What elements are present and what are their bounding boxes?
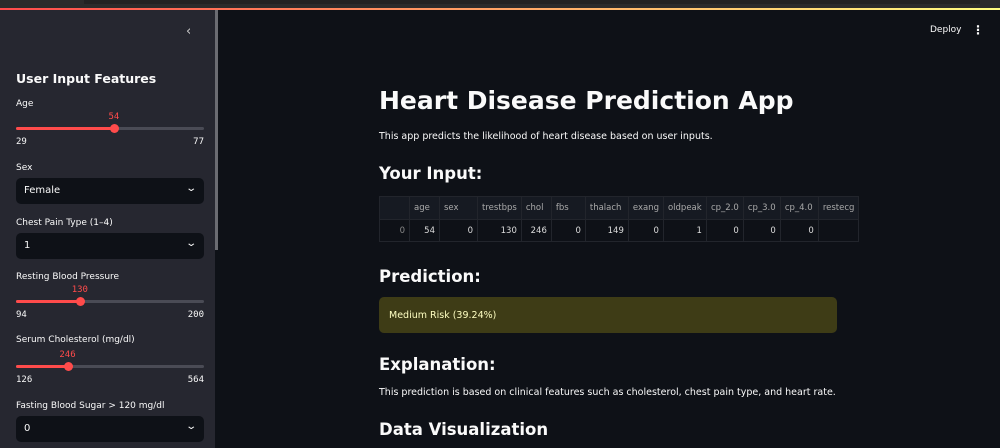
column-header[interactable]: sex (439, 196, 478, 220)
slider-thumb[interactable] (75, 297, 85, 306)
bp-label: Resting Blood Pressure (16, 272, 120, 282)
table-cell[interactable]: 0 (439, 219, 478, 242)
column-header[interactable]: age (409, 196, 440, 220)
column-header[interactable]: cp_4.0 (780, 196, 819, 220)
sex-value: Female (24, 185, 61, 196)
browser-chrome (0, 0, 1000, 8)
column-header[interactable] (379, 196, 410, 220)
prediction-heading: Prediction: (379, 267, 481, 286)
table-row: 0 54 0 130 246 0 149 0 1 0 0 0 (379, 219, 860, 242)
subtitle: This app predicts the likelihood of hear… (379, 131, 713, 142)
slider-thumb[interactable] (63, 362, 73, 371)
page-title: Heart Disease Prediction App (379, 86, 794, 115)
explanation-text: This prediction is based on clinical fea… (379, 387, 836, 398)
chest-pain-select[interactable]: 1 ⌄ (16, 233, 204, 259)
table-cell[interactable] (818, 219, 860, 242)
sidebar-scrollbar[interactable] (215, 10, 218, 250)
table-cell[interactable]: 0 (551, 219, 586, 242)
slider-max: 564 (187, 375, 204, 385)
explanation-heading: Explanation: (379, 355, 496, 374)
collapse-sidebar-chevron-left-icon[interactable]: ‹ (186, 24, 192, 39)
viz-heading: Data Visualization (379, 420, 549, 439)
column-header[interactable]: cp_3.0 (743, 196, 781, 220)
column-header[interactable]: cp_2.0 (706, 196, 744, 220)
column-header[interactable]: oldpeak (663, 196, 707, 220)
column-header[interactable]: trestbps (477, 196, 522, 220)
main-menu-kebab-icon[interactable]: ⋮ (972, 23, 984, 37)
fbs-label: Fasting Blood Sugar > 120 mg/dl (16, 401, 165, 411)
chol-label: Serum Cholesterol (mg/dl) (16, 335, 135, 345)
slider-max: 77 (193, 137, 204, 147)
slider-value: 246 (59, 350, 76, 360)
slider-fill (16, 127, 114, 130)
column-header[interactable]: restecg (818, 196, 860, 220)
header-decoration (0, 8, 1000, 10)
table-cell[interactable]: 246 (521, 219, 552, 242)
age-slider[interactable]: 54 29 77 (16, 112, 204, 147)
chest-pain-value: 1 (24, 240, 31, 251)
column-header[interactable]: exang (628, 196, 664, 220)
slider-thumb[interactable] (109, 124, 119, 133)
table-cell[interactable]: 0 (379, 219, 410, 242)
fbs-select[interactable]: 0 ⌄ (16, 416, 204, 442)
input-heading: Your Input: (379, 164, 483, 183)
table-cell[interactable]: 0 (743, 219, 781, 242)
chevron-down-icon: ⌄ (184, 238, 197, 249)
age-label: Age (16, 99, 34, 109)
slider-max: 200 (187, 310, 204, 320)
slider-min: 126 (16, 375, 33, 385)
slider-min: 29 (16, 137, 27, 147)
fbs-value: 0 (24, 423, 31, 434)
input-table[interactable]: age sex trestbps chol fbs thalach exang oldpeak… (379, 196, 860, 242)
chol-slider[interactable]: 246 126 564 (16, 350, 204, 385)
slider-value: 54 (108, 112, 120, 122)
table-cell[interactable]: 1 (663, 219, 707, 242)
sex-label: Sex (16, 163, 33, 173)
column-header[interactable]: fbs (551, 196, 586, 220)
slider-value: 130 (71, 285, 88, 295)
sidebar (0, 10, 215, 448)
column-header[interactable]: chol (521, 196, 552, 220)
table-cell[interactable]: 130 (477, 219, 522, 242)
sex-select[interactable]: Female ⌄ (16, 178, 204, 204)
table-cell[interactable]: 0 (780, 219, 819, 242)
table-cell[interactable]: 0 (628, 219, 664, 242)
bp-slider[interactable]: 130 94 200 (16, 285, 204, 320)
deploy-button[interactable]: Deploy (930, 25, 962, 35)
table-cell[interactable]: 149 (585, 219, 629, 242)
chevron-down-icon: ⌄ (184, 183, 197, 194)
slider-fill (16, 300, 80, 303)
column-header[interactable]: thalach (585, 196, 629, 220)
chevron-down-icon: ⌄ (184, 421, 197, 432)
slider-fill (16, 365, 68, 368)
slider-min: 94 (16, 310, 27, 320)
table-cell[interactable]: 0 (706, 219, 744, 242)
sidebar-title: User Input Features (16, 71, 157, 86)
table-cell[interactable]: 54 (409, 219, 440, 242)
chest-pain-label: Chest Pain Type (1–4) (16, 218, 113, 228)
prediction-alert: Medium Risk (39.24%) (379, 297, 837, 333)
